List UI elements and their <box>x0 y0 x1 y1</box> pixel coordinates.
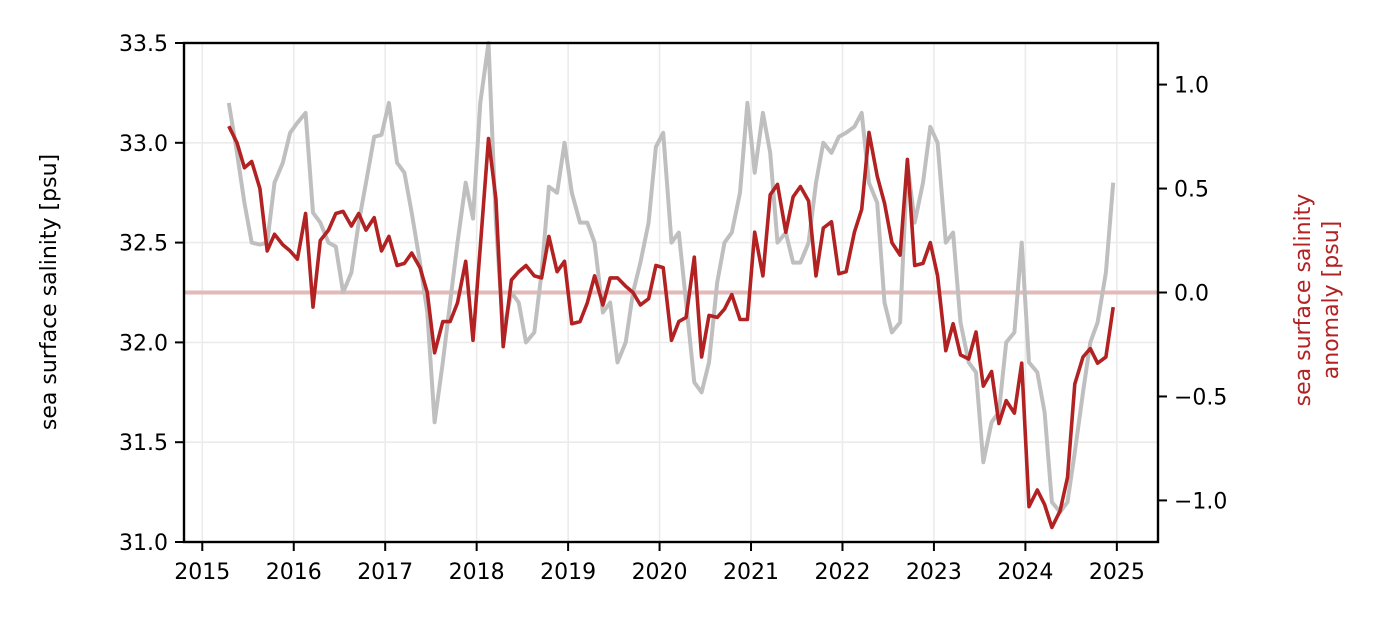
left-y-tick-label: 33.5 <box>119 32 168 57</box>
x-tick-label: 2015 <box>174 560 230 585</box>
right-axis-label-line-2: anomaly [psu] <box>1319 221 1344 379</box>
right-y-tick-label: 0.5 <box>1174 178 1209 203</box>
x-tick-label: 2025 <box>1089 560 1145 585</box>
x-tick-label: 2024 <box>997 560 1053 585</box>
left-y-tick-label: 31.5 <box>119 431 168 456</box>
left-y-tick-label: 31.0 <box>119 531 168 556</box>
left-y-tick-label: 32.5 <box>119 232 168 257</box>
x-tick-label: 2019 <box>540 560 596 585</box>
right-y-tick-label: −0.5 <box>1174 385 1227 410</box>
x-tick-label: 2020 <box>632 560 688 585</box>
x-tick-label: 2021 <box>723 560 779 585</box>
left-y-tick-label: 33.0 <box>119 132 168 157</box>
series-lines <box>226 41 1116 530</box>
anomaly-series-line <box>227 125 1115 530</box>
x-tick-label: 2016 <box>266 560 322 585</box>
right-axis-label-line-1: sea surface salinity <box>1291 194 1316 407</box>
x-tick-label: 2018 <box>449 560 505 585</box>
left-axis-label: sea surface salinity [psu] <box>37 154 62 430</box>
right-y-axis-ticks: 1.0 0.5 0.0 −0.5 −1.0 <box>1158 74 1227 514</box>
left-y-axis-ticks: 31.0 31.5 32.0 32.5 33.0 33.5 <box>119 32 184 556</box>
x-tick-label: 2022 <box>814 560 870 585</box>
x-tick-label: 2017 <box>357 560 413 585</box>
salinity-series-line <box>226 41 1116 515</box>
x-axis-ticks: 2015 2016 2017 2018 2019 2020 2021 2022 2023 2024… <box>174 542 1145 585</box>
right-y-tick-label: −1.0 <box>1174 489 1227 514</box>
left-y-tick-label: 32.0 <box>119 331 168 356</box>
right-y-tick-label: 1.0 <box>1174 74 1209 99</box>
right-y-tick-label: 0.0 <box>1174 282 1209 307</box>
x-tick-label: 2023 <box>906 560 962 585</box>
